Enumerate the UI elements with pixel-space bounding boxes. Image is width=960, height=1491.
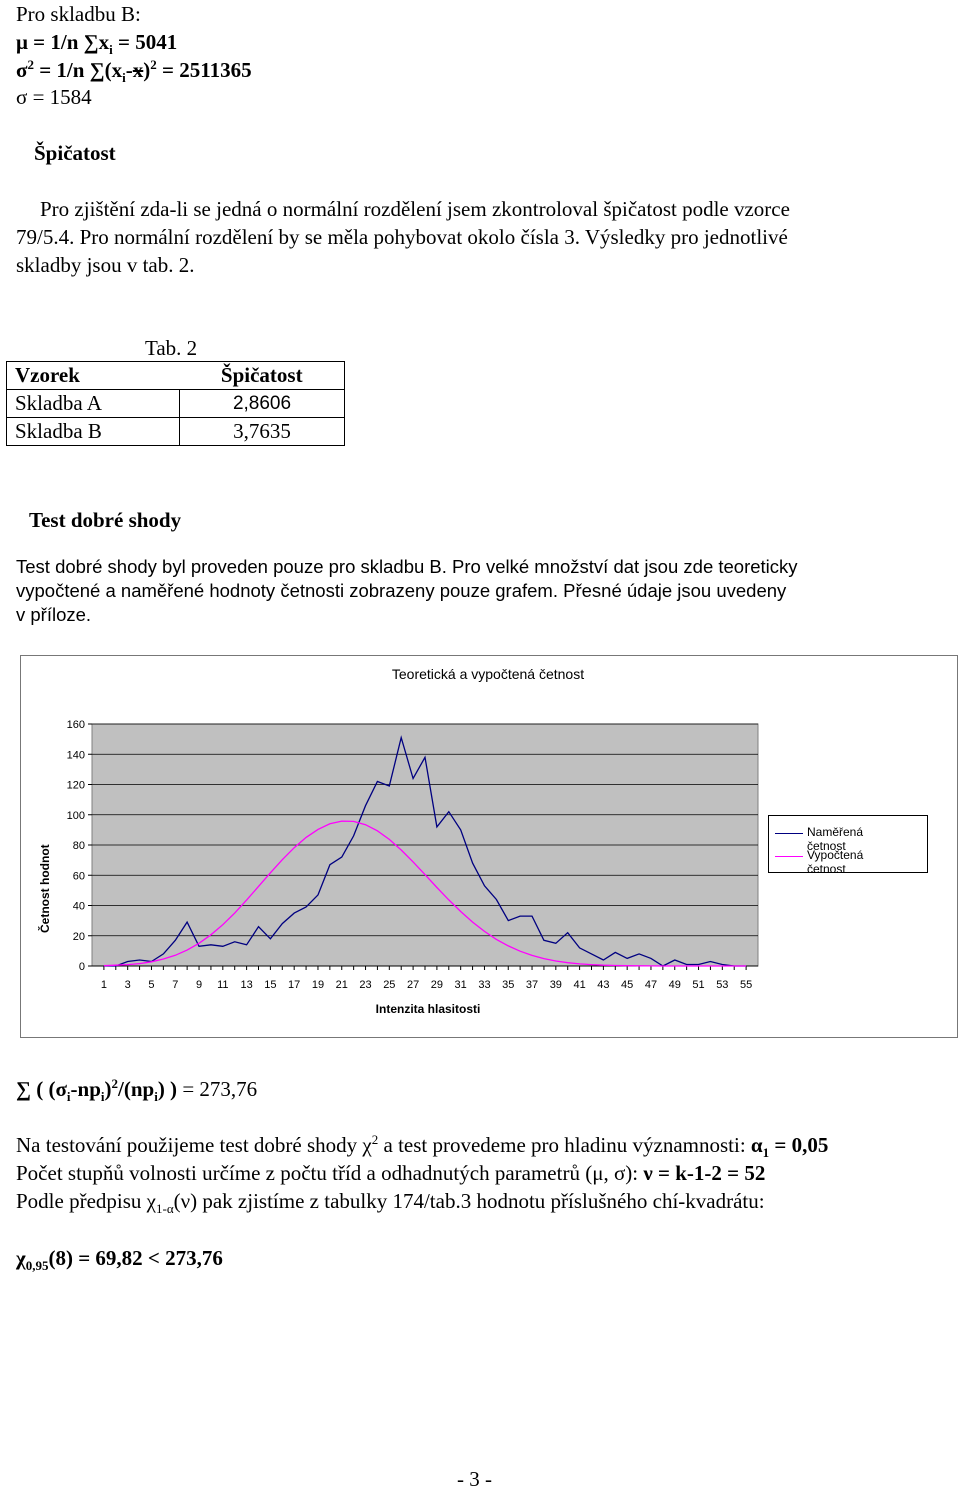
kurtosis-paragraph-line3: skladby jsou v tab. 2. — [16, 253, 195, 277]
y-tick-label: 40 — [73, 901, 85, 913]
x-tick-label: 5 — [148, 979, 154, 991]
legend-label: Vypočtená četnost — [807, 848, 864, 876]
chart-legend: Naměřená četnost Vypočtená četnost — [768, 815, 928, 876]
x-tick-label: 49 — [669, 979, 681, 991]
x-tick-label: 3 — [125, 979, 131, 991]
results-line3: Podle předpisu χ1-α(ν) pak zjistíme z ta… — [16, 1189, 765, 1217]
legend-swatch-measured — [775, 833, 803, 834]
y-tick-label: 160 — [67, 719, 85, 731]
x-tick-label: 51 — [692, 979, 704, 991]
results-line1: Na testování použijeme test dobré shody … — [16, 1132, 829, 1161]
x-tick-label: 11 — [217, 979, 228, 991]
kurtosis-table: Vzorek Špičatost Skladba A 2,8606 Skladb… — [6, 361, 345, 446]
x-tick-label: 21 — [336, 979, 348, 991]
table-row: Skladba B 3,7635 — [6, 417, 345, 446]
results-line2: Počet stupňů volnosti určíme z počtu tří… — [16, 1161, 766, 1185]
chart-title: Teoretická a vypočtená četnost — [391, 666, 585, 682]
y-tick-label: 60 — [73, 870, 85, 882]
x-tick-label: 29 — [431, 979, 443, 991]
table-header-row: Vzorek Špičatost — [6, 361, 345, 390]
legend-swatch-computed — [775, 856, 803, 857]
y-tick-label: 120 — [67, 780, 85, 792]
y-tick-label: 0 — [79, 961, 85, 973]
table-caption: Tab. 2 — [145, 336, 198, 360]
test-paragraph-line1: Test dobré shody byl proveden pouze pro … — [16, 556, 798, 577]
test-paragraph-line3: v příloze. — [16, 604, 92, 625]
intro-heading: Pro skladbu B: — [16, 2, 141, 26]
kurtosis-paragraph-line1: Pro zjištění zda-li se jedná o normální … — [40, 197, 790, 221]
x-tick-label: 45 — [621, 979, 633, 991]
table-cell: 3,7635 — [179, 417, 345, 446]
section-title-test: Test dobré shody — [29, 508, 182, 532]
y-tick-label: 140 — [67, 749, 85, 761]
x-tick-label: 39 — [550, 979, 562, 991]
x-tick-label: 19 — [312, 979, 324, 991]
x-tick-label: 41 — [573, 979, 585, 991]
series-line-computed — [103, 820, 747, 967]
legend-label: Naměřená četnost — [807, 825, 864, 853]
y-tick-label: 80 — [73, 840, 85, 852]
x-tick-label: 35 — [502, 979, 514, 991]
table-header-cell: Špičatost — [179, 361, 345, 390]
table-header-cell: Vzorek — [6, 361, 180, 390]
x-tick-label: 15 — [264, 979, 276, 991]
y-tick-label: 20 — [73, 931, 85, 943]
mu-line: μ = 1/n ∑xi = 5041 — [16, 30, 178, 58]
x-tick-label: 37 — [526, 979, 538, 991]
chi-final: χ0,95(8) = 69,82 < 273,76 — [16, 1246, 223, 1274]
section-title-kurtosis: Špičatost — [34, 141, 116, 165]
series-line-measured — [103, 735, 747, 967]
sigma-line: σ = 1584 — [16, 85, 92, 109]
x-tick-label: 43 — [597, 979, 609, 991]
x-tick-label: 33 — [478, 979, 490, 991]
chart-xlabel: Intenzita hlasitosti — [375, 1002, 481, 1016]
x-tick-label: 1 — [101, 979, 107, 991]
sum-formula: ∑ ( (σi-npi)2/(npi) ) = 273,76 — [16, 1076, 258, 1105]
x-tick-label: 25 — [383, 979, 395, 991]
x-tick-label: 23 — [359, 979, 371, 991]
kurtosis-paragraph-line2: 79/5.4. Pro normální rozdělení by se měl… — [16, 225, 788, 249]
x-tick-label: 17 — [288, 979, 300, 991]
table-cell: Skladba B — [6, 417, 180, 446]
x-tick-label: 13 — [240, 979, 252, 991]
x-tick-label: 53 — [716, 979, 728, 991]
y-tick-label: 100 — [67, 810, 85, 822]
x-tick-label: 27 — [407, 979, 419, 991]
x-tick-label: 31 — [455, 979, 467, 991]
x-tick-label: 47 — [645, 979, 657, 991]
test-paragraph-line2: vypočtené a naměřené hodnoty četnosti zo… — [16, 580, 787, 601]
sigma2-line: σ2 = 1/n ∑(xi-x)2 = 2511365 — [16, 57, 252, 86]
x-tick-label: 55 — [740, 979, 752, 991]
page-number: - 3 - — [457, 1467, 492, 1491]
chart-ylabel: Četnost hodnot — [38, 844, 52, 933]
x-tick-label: 7 — [172, 979, 178, 991]
x-tick-label: 9 — [196, 979, 202, 991]
table-cell: 2,8606 — [179, 389, 345, 418]
